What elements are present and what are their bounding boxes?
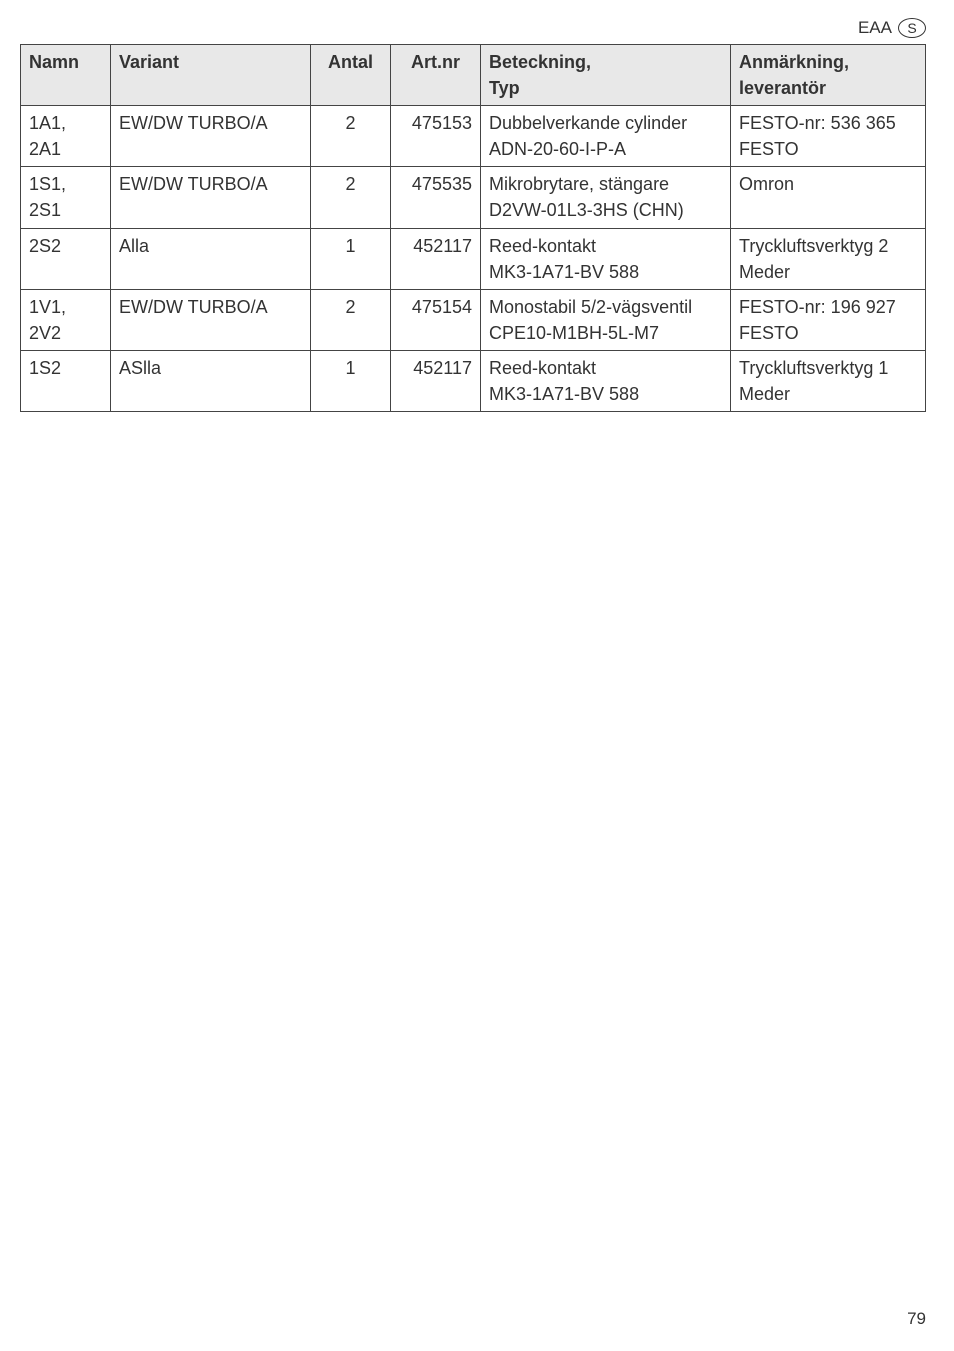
- cell-antal: 2: [311, 167, 391, 228]
- cell-namn: 1S1, 2S1: [21, 167, 111, 228]
- cell-namn: 1S2: [21, 350, 111, 411]
- cell-artnr: 475535: [391, 167, 481, 228]
- lang-indicator-icon: S: [898, 18, 926, 38]
- cell-antal: 1: [311, 228, 391, 289]
- cell-variant: Alla: [111, 228, 311, 289]
- col-beteckning: Beteckning, Typ: [481, 45, 731, 106]
- cell-artnr: 452117: [391, 228, 481, 289]
- cell-anmarkning: FESTO-nr: 196 927 FESTO: [731, 289, 926, 350]
- table-row: 1S1, 2S1 EW/DW TURBO/A 2 475535 Mikrobry…: [21, 167, 926, 228]
- lang-code: S: [907, 20, 916, 36]
- parts-table-wrap: Namn Variant Antal Art.nr Beteckning, Ty…: [20, 44, 926, 412]
- col-beteckning-line2: Typ: [489, 75, 722, 101]
- page-number: 79: [907, 1309, 926, 1329]
- table-row: 1V1, 2V2 EW/DW TURBO/A 2 475154 Monostab…: [21, 289, 926, 350]
- header-label: EAA: [858, 18, 892, 38]
- cell-beteckning: Reed-kontakt MK3-1A71-BV 588: [481, 228, 731, 289]
- cell-anmarkning: Tryckluftsverktyg 2 Meder: [731, 228, 926, 289]
- cell-artnr: 452117: [391, 350, 481, 411]
- cell-variant: ASlla: [111, 350, 311, 411]
- col-anmarkning-line1: Anmärkning,: [739, 49, 917, 75]
- page-header-right: EAA S: [858, 18, 926, 38]
- parts-table: Namn Variant Antal Art.nr Beteckning, Ty…: [20, 44, 926, 412]
- cell-antal: 1: [311, 350, 391, 411]
- cell-artnr: 475153: [391, 106, 481, 167]
- cell-namn: 1V1, 2V2: [21, 289, 111, 350]
- cell-variant: EW/DW TURBO/A: [111, 289, 311, 350]
- table-body: 1A1, 2A1 EW/DW TURBO/A 2 475153 Dubbelve…: [21, 106, 926, 412]
- col-variant: Variant: [111, 45, 311, 106]
- cell-anmarkning: Tryckluftsverktyg 1 Meder: [731, 350, 926, 411]
- cell-beteckning: Dubbelverkande cylinder ADN-20-60-I-P-A: [481, 106, 731, 167]
- col-artnr: Art.nr: [391, 45, 481, 106]
- cell-beteckning: Reed-kontakt MK3-1A71-BV 588: [481, 350, 731, 411]
- col-antal: Antal: [311, 45, 391, 106]
- cell-variant: EW/DW TURBO/A: [111, 106, 311, 167]
- cell-anmarkning: FESTO-nr: 536 365 FESTO: [731, 106, 926, 167]
- cell-anmarkning: Omron: [731, 167, 926, 228]
- cell-namn: 1A1, 2A1: [21, 106, 111, 167]
- table-row: 2S2 Alla 1 452117 Reed-kontakt MK3-1A71-…: [21, 228, 926, 289]
- cell-variant: EW/DW TURBO/A: [111, 167, 311, 228]
- col-anmarkning-line2: leverantör: [739, 75, 917, 101]
- table-row: 1A1, 2A1 EW/DW TURBO/A 2 475153 Dubbelve…: [21, 106, 926, 167]
- table-row: 1S2 ASlla 1 452117 Reed-kontakt MK3-1A71…: [21, 350, 926, 411]
- col-beteckning-line1: Beteckning,: [489, 49, 722, 75]
- col-namn: Namn: [21, 45, 111, 106]
- cell-antal: 2: [311, 289, 391, 350]
- table-header-row: Namn Variant Antal Art.nr Beteckning, Ty…: [21, 45, 926, 106]
- cell-beteckning: Monostabil 5/2-vägsventil CPE10-M1BH-5L-…: [481, 289, 731, 350]
- col-anmarkning: Anmärkning, leverantör: [731, 45, 926, 106]
- cell-artnr: 475154: [391, 289, 481, 350]
- cell-antal: 2: [311, 106, 391, 167]
- cell-beteckning: Mikrobrytare, stängare D2VW-01L3-3HS (CH…: [481, 167, 731, 228]
- cell-namn: 2S2: [21, 228, 111, 289]
